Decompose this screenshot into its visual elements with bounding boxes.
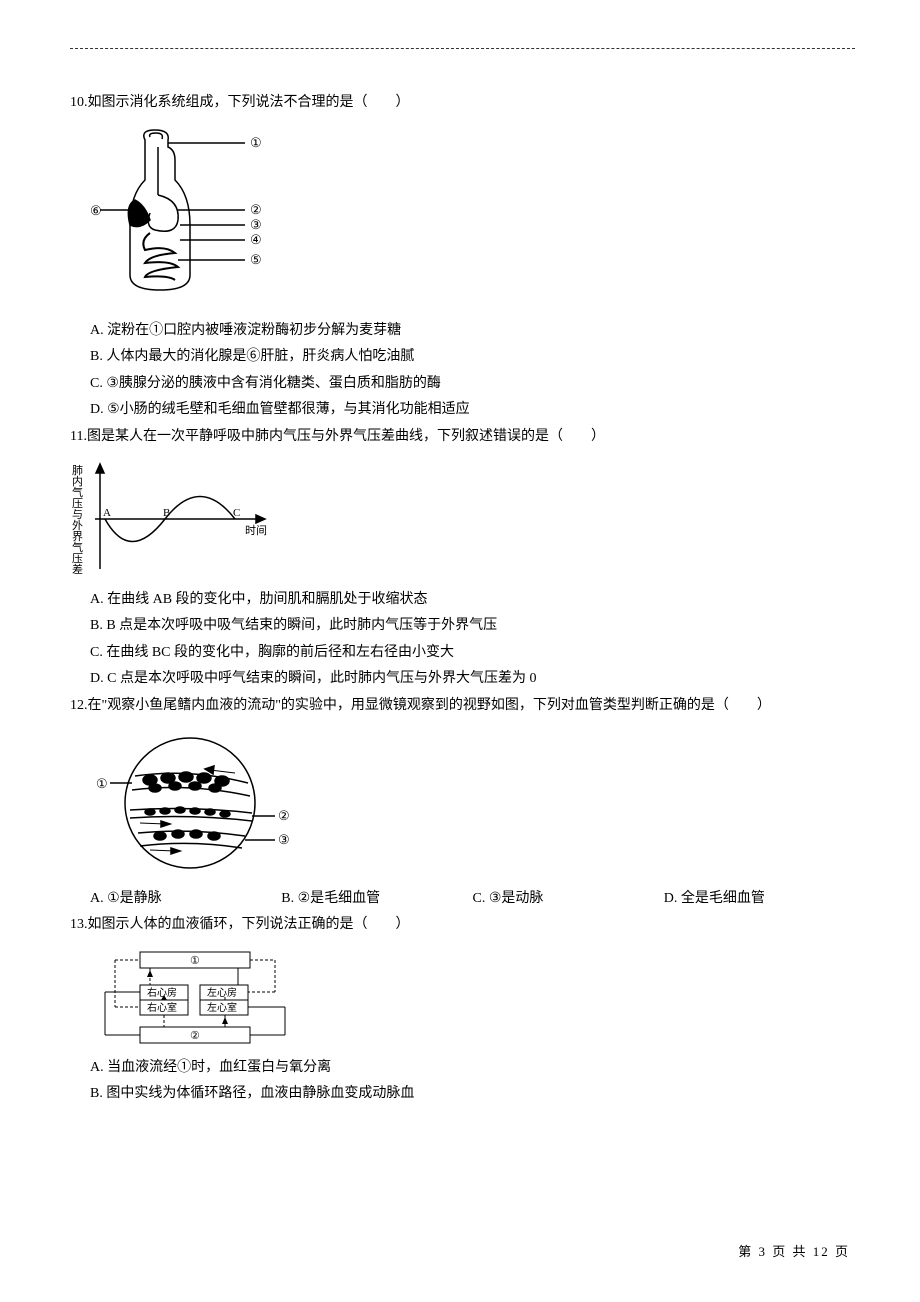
q11-point-b: B [163, 507, 170, 519]
q11-option-b: B. B 点是本次呼吸中吸气结束的瞬间，此时肺内气压等于外界气压 [70, 613, 855, 640]
q13-box-rv: 右心室 [147, 1001, 177, 1014]
q12-option-a: A. ①是静脉 [90, 886, 281, 913]
q11-xlabel: 时间 [245, 524, 267, 537]
q10-stem: 10.如图示消化系统组成，下列说法不合理的是（ ） [70, 90, 855, 117]
q10-option-d: D. ⑤小肠的绒毛壁和毛细血管壁都很薄，与其消化功能相适应 [70, 397, 855, 424]
q10-label-4: ④ [250, 232, 262, 247]
q10-label-6: ⑥ [90, 203, 102, 218]
q12-option-c: C. ③是动脉 [473, 886, 664, 913]
q10-label-5: ⑤ [250, 252, 262, 267]
q11-point-a: A [103, 507, 111, 519]
q10-label-2: ② [250, 202, 262, 217]
q11-option-c: C. 在曲线 BC 段的变化中，胸廓的前后径和左右径由小变大 [70, 640, 855, 667]
q13-option-b: B. 图中实线为体循环路径，血液由静脉血变成动脉血 [70, 1081, 855, 1108]
q12-option-d: D. 全是毛细血管 [664, 886, 855, 913]
header-rule [70, 48, 855, 49]
q12-label-1: ① [96, 776, 108, 791]
page-footer: 第 3 页 共 12 页 [738, 1241, 850, 1260]
page-content: 10.如图示消化系统组成，下列说法不合理的是（ ） [70, 90, 855, 1108]
q11-ylabel: 肺内气压与外界气压差 [72, 464, 83, 576]
q13-box-top: ① [190, 955, 200, 967]
q13-option-a: A. 当血液流经①时，血红蛋白与氧分离 [70, 1055, 855, 1082]
q13-stem: 13.如图示人体的血液循环，下列说法正确的是（ ） [70, 912, 855, 939]
q13-box-bottom: ② [190, 1030, 200, 1042]
q10-label-3: ③ [250, 217, 262, 232]
q12-figure: ① ② ③ [90, 728, 855, 878]
q10-option-b: B. 人体内最大的消化腺是⑥肝脏，肝炎病人怕吃油腻 [70, 344, 855, 371]
q13-figure: ① 右心房 右心室 左心房 左心室 ② [90, 947, 855, 1047]
q10-figure: ① ② ③ ④ ⑤ ⑥ [90, 125, 855, 310]
q12-label-2: ② [278, 808, 290, 823]
q11-option-a: A. 在曲线 AB 段的变化中，肋间肌和膈肌处于收缩状态 [70, 587, 855, 614]
q12-stem: 12.在"观察小鱼尾鳍内血液的流动"的实验中，用显微镜观察到的视野如图，下列对血… [70, 693, 855, 720]
q11-option-d: D. C 点是本次呼吸中呼气结束的瞬间，此时肺内气压与外界大气压差为 0 [70, 666, 855, 693]
q12-option-b: B. ②是毛细血管 [281, 886, 472, 913]
q13-box-ra: 右心房 [147, 986, 177, 999]
q11-point-c: C [233, 507, 240, 519]
q13-box-la: 左心房 [207, 986, 237, 999]
q12-options-row: A. ①是静脉 B. ②是毛细血管 C. ③是动脉 D. 全是毛细血管 [70, 886, 855, 913]
q11-stem: 11.图是某人在一次平静呼吸中肺内气压与外界气压差曲线，下列叙述错误的是（ ） [70, 424, 855, 451]
q12-label-3: ③ [278, 832, 290, 847]
q10-option-a: A. 淀粉在①口腔内被唾液淀粉酶初步分解为麦芽糖 [70, 318, 855, 345]
q10-label-1: ① [250, 135, 262, 150]
q11-figure: 肺内气压与外界气压差 A B C 时间 [70, 459, 855, 579]
q13-box-lv: 左心室 [207, 1001, 237, 1014]
q10-option-c: C. ③胰腺分泌的胰液中含有消化糖类、蛋白质和脂肪的酶 [70, 371, 855, 398]
